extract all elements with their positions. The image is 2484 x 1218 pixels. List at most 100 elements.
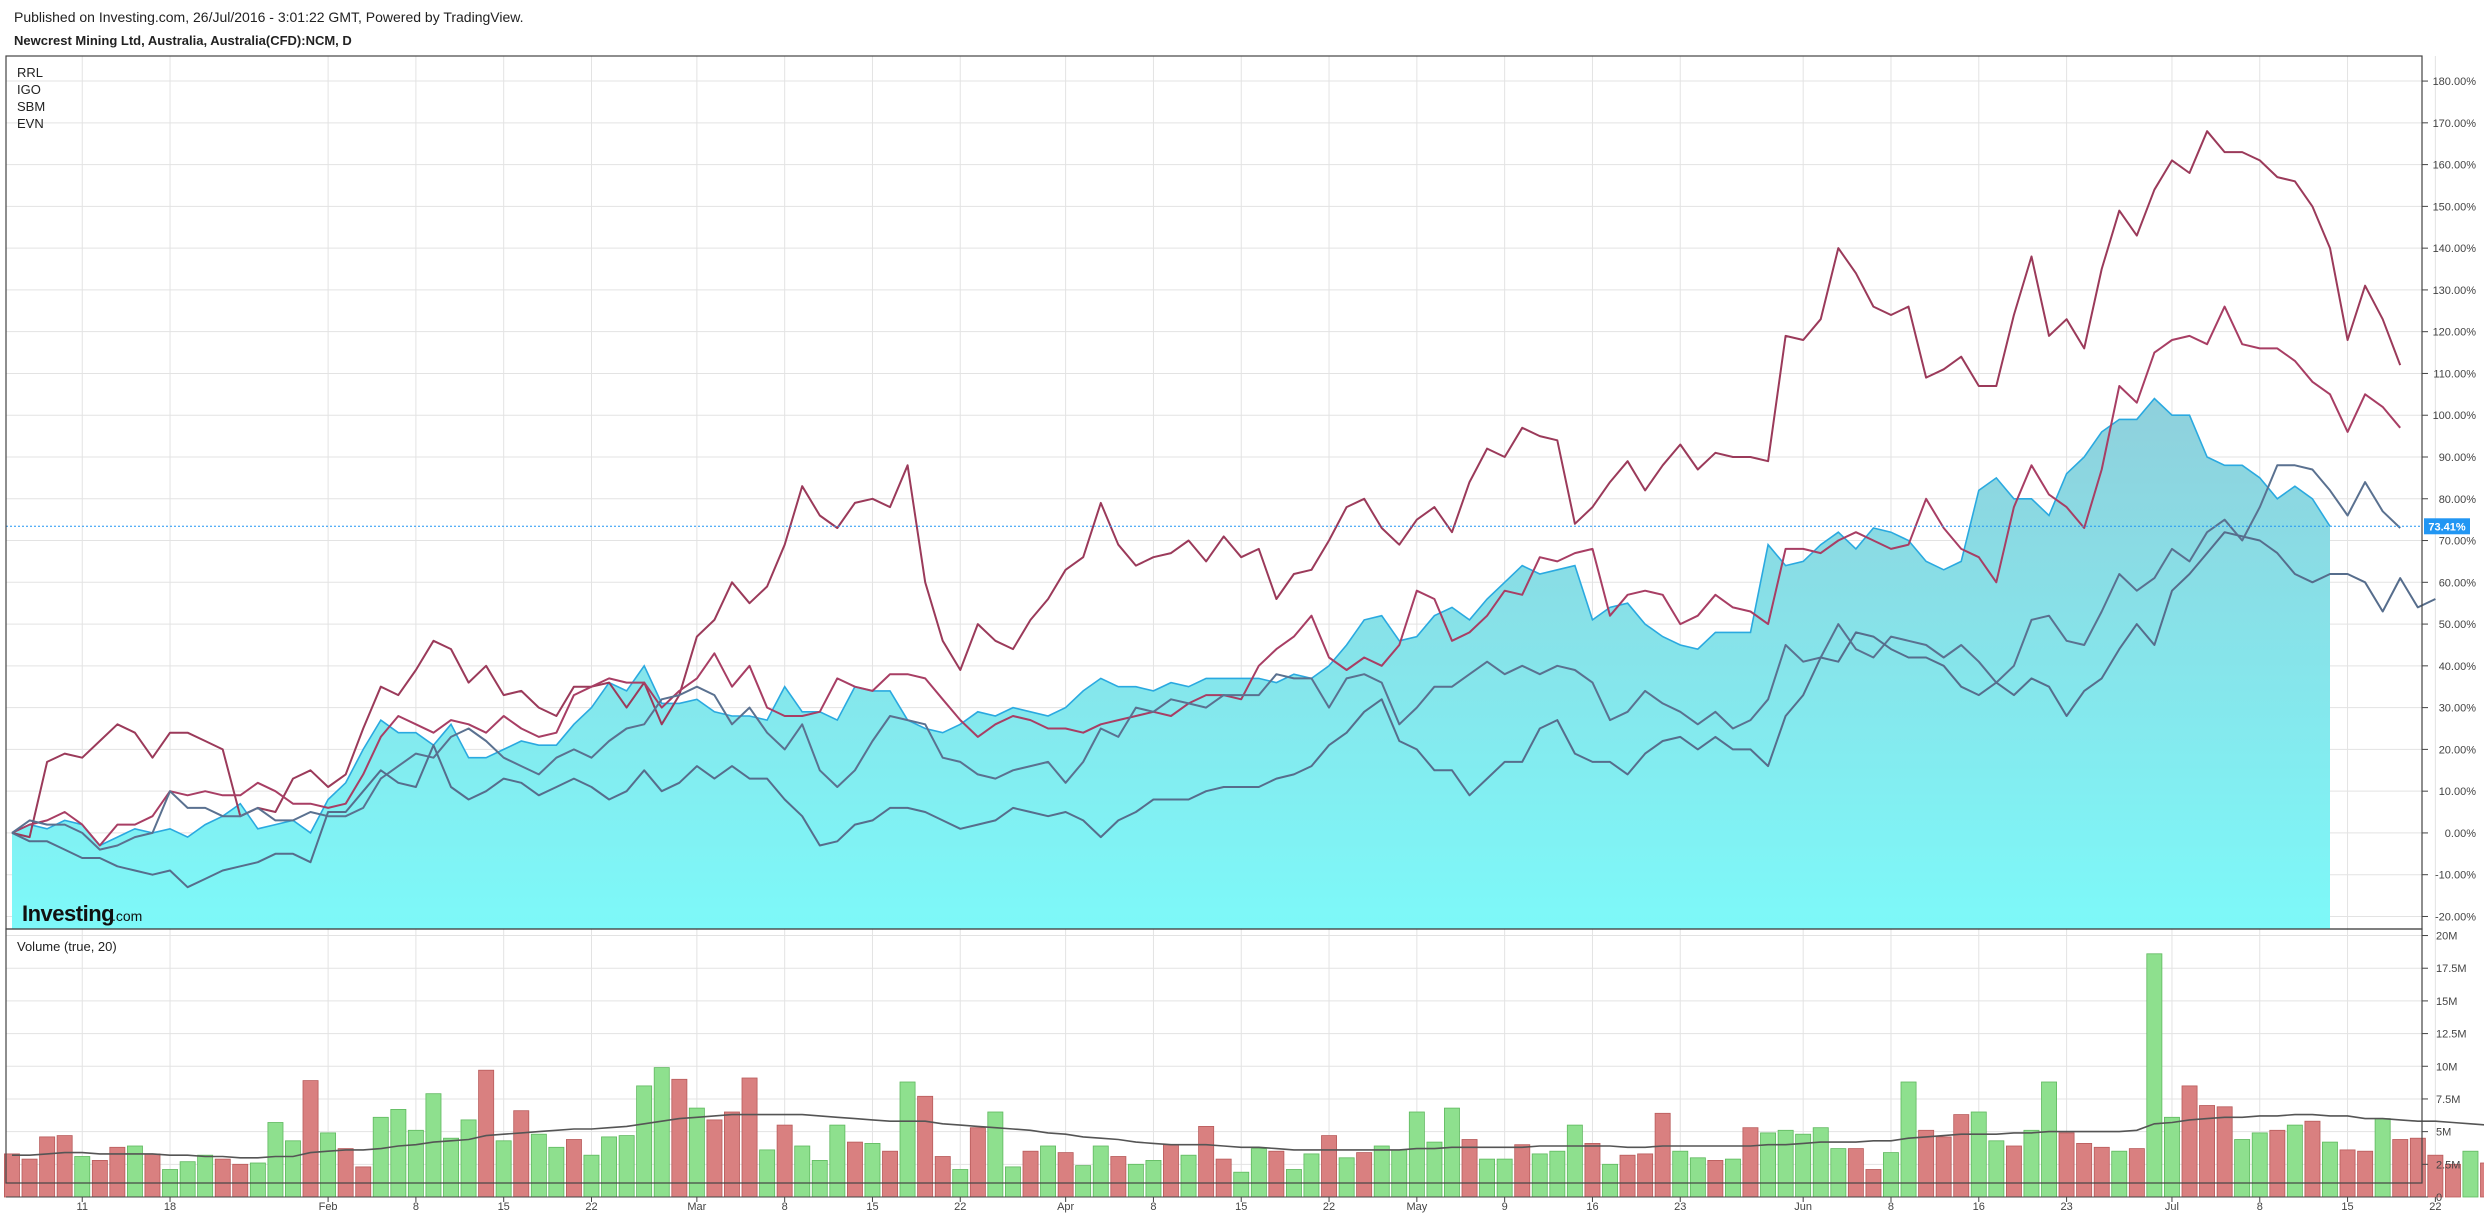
volume-bar <box>829 1124 846 1198</box>
x-tick-label: 22 <box>954 1201 966 1213</box>
series-line-evn <box>11 531 2436 889</box>
volume-bar <box>407 1129 424 1198</box>
x-tick-label: 8 <box>1888 1201 1894 1213</box>
x-tick-label: Mar <box>687 1201 706 1213</box>
series-line-sbm <box>11 464 2401 851</box>
volume-bar <box>179 1161 196 1198</box>
volume-bar <box>2251 1132 2268 1198</box>
y-tick-label: 70.00% <box>2439 536 2477 548</box>
volume-bar <box>197 1154 214 1198</box>
volume-bar <box>232 1163 249 1198</box>
volume-bar <box>1250 1148 1267 1198</box>
y-tick-label: 80.00% <box>2439 494 2477 506</box>
y-tick-label: 120.00% <box>2433 327 2477 339</box>
y-tick-label: 40.00% <box>2439 661 2477 673</box>
volume-bar <box>776 1124 793 1198</box>
volume-bar <box>355 1166 372 1198</box>
volume-bar <box>2269 1129 2286 1198</box>
volume-bar <box>56 1135 73 1198</box>
series-line-ncm <box>11 397 2331 847</box>
last-value-badge <box>2424 518 2470 535</box>
volume-bar <box>1075 1165 1092 1198</box>
volume-bar <box>2006 1145 2022 1198</box>
volume-y-tick-label: 12.5M <box>2436 1029 2467 1041</box>
investing-logo: Investing .com <box>22 901 142 926</box>
y-tick-label: 100.00% <box>2433 410 2477 422</box>
volume-bar <box>1373 1145 1390 1198</box>
volume-bar <box>706 1119 723 1198</box>
y-tick-label: 90.00% <box>2439 452 2477 464</box>
volume-bar <box>390 1109 407 1198</box>
x-tick-label: 22 <box>1323 1201 1335 1213</box>
volume-bar <box>1988 1140 2005 1198</box>
legend-item-evn: EVN <box>17 116 44 131</box>
y-tick-label: 140.00% <box>2433 243 2477 255</box>
x-tick-label: 15 <box>498 1201 510 1213</box>
series-area-ncm <box>12 398 2330 929</box>
volume-bar <box>1566 1124 1583 1198</box>
volume-bar <box>1654 1112 1671 1198</box>
volume-bar <box>2023 1129 2040 1198</box>
logo-suffix: .com <box>112 908 142 924</box>
volume-y-tick-label: 17.5M <box>2436 963 2467 975</box>
volume-bar <box>1444 1107 1460 1198</box>
volume-bar <box>1338 1157 1355 1198</box>
volume-bar <box>1637 1153 1654 1198</box>
x-tick-label: 18 <box>164 1201 176 1213</box>
y-tick-label: -10.00% <box>2435 870 2476 882</box>
volume-bar <box>1725 1158 1741 1198</box>
volume-bar <box>1145 1160 1162 1198</box>
x-tick-label: May <box>1406 1201 1427 1213</box>
volume-bar <box>882 1150 899 1198</box>
volume-bar <box>1233 1171 1250 1198</box>
volume-bar <box>847 1141 863 1198</box>
volume-panel-border <box>5 928 2423 1184</box>
volume-bar <box>2339 1149 2356 1198</box>
volume-bar <box>144 1153 161 1198</box>
volume-bar <box>249 1162 266 1198</box>
volume-bar <box>1689 1157 1706 1198</box>
volume-bar <box>864 1143 881 1198</box>
volume-bar <box>1777 1129 1794 1198</box>
volume-bar <box>2444 1163 2461 1198</box>
volume-bar <box>1602 1163 1619 1198</box>
volume-bar <box>2462 1150 2479 1198</box>
volume-bar <box>759 1149 776 1198</box>
published-caption: Published on Investing.com, 26/Jul/2016 … <box>14 9 524 25</box>
x-tick-label: 11 <box>77 1201 88 1213</box>
volume-bar <box>1584 1143 1601 1198</box>
y-tick-label: 180.00% <box>2433 76 2477 88</box>
volume-bar <box>1619 1154 1636 1198</box>
volume-bar <box>1321 1135 1338 1198</box>
volume-bar <box>1198 1126 1215 1198</box>
volume-bar <box>1883 1152 1899 1198</box>
volume-bar <box>74 1156 91 1198</box>
volume-bar <box>1040 1145 1057 1198</box>
volume-moving-average-line <box>12 1113 2484 1159</box>
volume-bar <box>2304 1120 2321 1198</box>
volume-bar <box>2146 953 2163 1198</box>
volume-bar <box>1672 1150 1689 1198</box>
x-tick-label: Jul <box>2165 1201 2179 1213</box>
volume-bar <box>1953 1114 1970 1198</box>
volume-bar <box>284 1140 301 1198</box>
chart-header: Published on Investing.com, 26/Jul/2016 … <box>14 8 523 50</box>
volume-bar <box>267 1122 284 1198</box>
volume-bar <box>618 1135 635 1198</box>
volume-bar <box>987 1111 1004 1198</box>
volume-bar <box>2041 1081 2058 1198</box>
volume-bar <box>1479 1158 1496 1198</box>
volume-bar <box>530 1133 547 1198</box>
y-tick-label: 160.00% <box>2433 160 2477 172</box>
volume-bar <box>1812 1127 1829 1198</box>
volume-bar <box>2409 1137 2426 1198</box>
x-tick-label: 23 <box>1674 1201 1686 1213</box>
volume-bar <box>2357 1150 2374 1198</box>
volume-bar <box>671 1078 688 1198</box>
price-series-layer <box>11 130 2436 929</box>
legend-item-sbm: SBM <box>17 99 45 114</box>
volume-bar <box>1549 1150 1566 1198</box>
volume-bar <box>320 1132 337 1198</box>
volume-bar <box>2076 1143 2093 1198</box>
